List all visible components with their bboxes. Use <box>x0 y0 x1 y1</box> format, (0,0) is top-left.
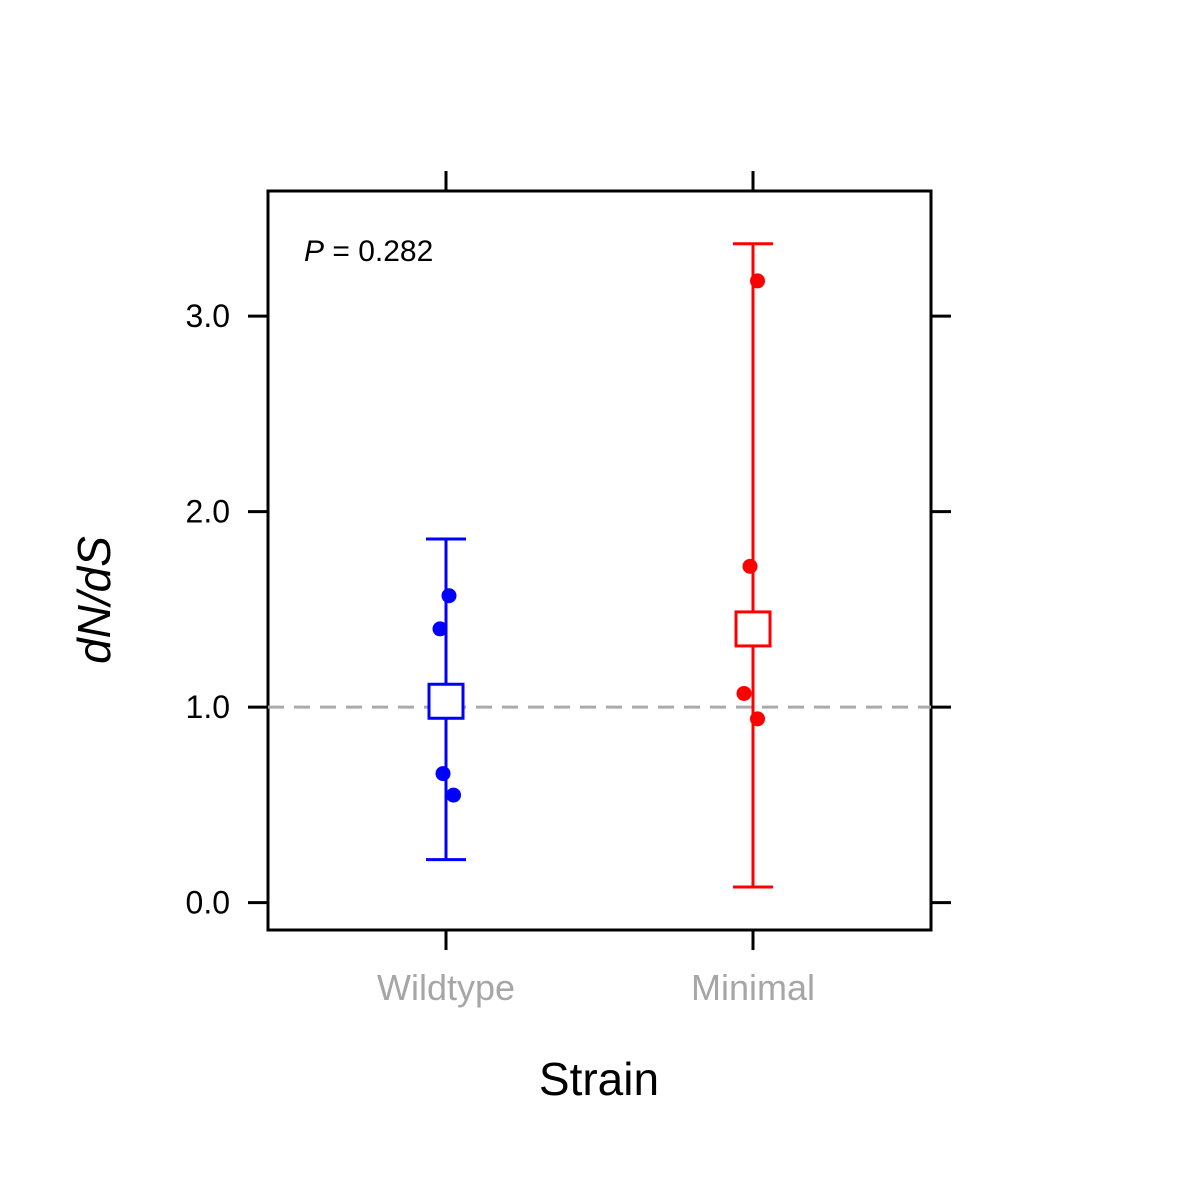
x-category-label: Minimal <box>691 967 815 1008</box>
data-point <box>736 685 752 701</box>
data-point <box>432 621 448 637</box>
p-value-annotation: P = 0.282 <box>304 235 433 268</box>
plot-frame <box>266 189 933 932</box>
tick-layer: 0.0 1.0 2.0 3.0 Wildtype Minimal <box>186 171 951 1008</box>
series-layer <box>426 242 773 889</box>
data-point <box>750 273 765 289</box>
mean-marker <box>427 682 465 720</box>
y-tick-label: 3.0 <box>186 298 230 334</box>
y-tick-label: 1.0 <box>186 689 230 725</box>
y-axis-title: dN/dS <box>68 536 120 664</box>
data-point <box>446 787 461 803</box>
data-point <box>742 558 758 574</box>
p-value-prefix: P <box>304 235 324 268</box>
data-point <box>435 766 451 782</box>
y-tick-label: 2.0 <box>186 494 230 530</box>
x-category-label: Wildtype <box>377 967 515 1008</box>
y-tick-label: 0.0 <box>186 885 230 921</box>
mean-marker <box>734 610 772 648</box>
data-point <box>750 711 765 727</box>
p-value-text: = 0.282 <box>324 235 433 268</box>
data-point <box>441 588 457 604</box>
x-axis-title: Strain <box>539 1053 659 1105</box>
